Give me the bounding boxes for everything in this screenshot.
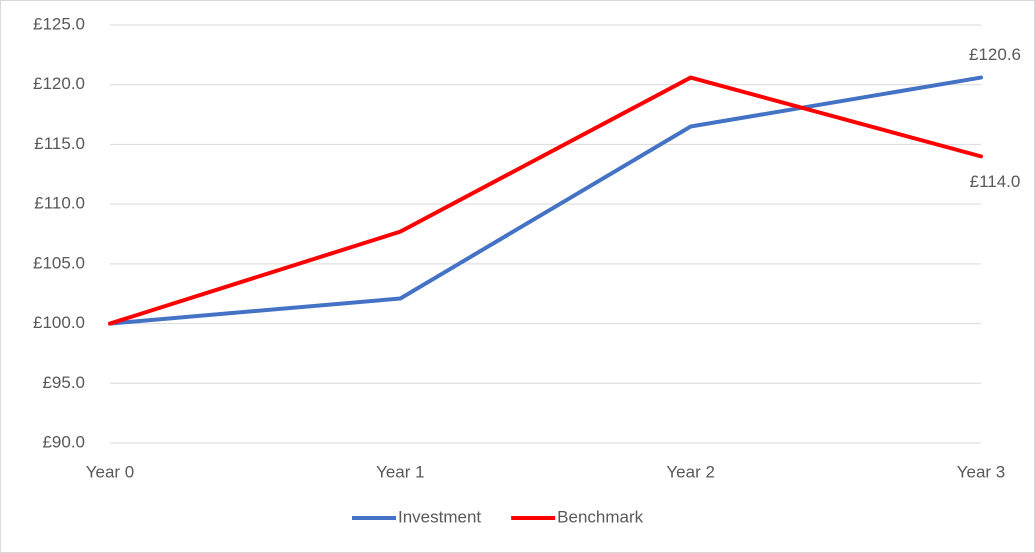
y-tick-label: £100.0 <box>33 313 85 332</box>
y-tick-label: £125.0 <box>33 14 85 33</box>
y-tick-label: £110.0 <box>34 194 85 213</box>
y-tick-label: £120.0 <box>33 74 85 93</box>
y-tick-label: £95.0 <box>42 373 85 392</box>
x-tick-label: Year 3 <box>957 462 1006 481</box>
x-tick-label: Year 1 <box>376 462 425 481</box>
series-line <box>108 75 983 326</box>
x-tick-label: Year 2 <box>666 462 715 481</box>
data-label: £120.6 <box>969 45 1021 64</box>
legend-label: Benchmark <box>557 507 643 526</box>
x-tick-label: Year 0 <box>86 462 135 481</box>
series-line <box>108 75 983 326</box>
data-label: £114.0 <box>970 172 1021 191</box>
legend-label: Investment <box>398 507 481 526</box>
y-tick-label: £115.0 <box>34 134 85 153</box>
y-tick-label: £90.0 <box>42 432 85 451</box>
y-tick-label: £105.0 <box>33 253 85 272</box>
